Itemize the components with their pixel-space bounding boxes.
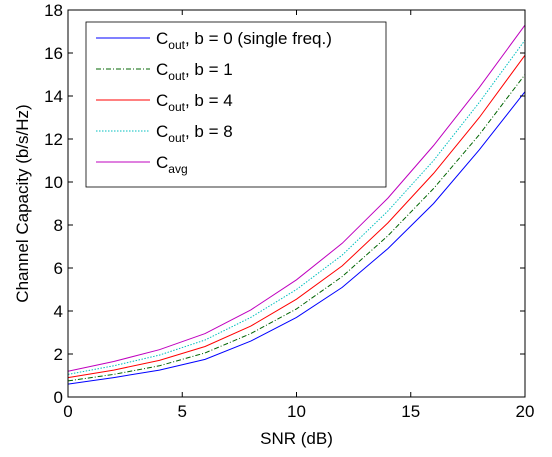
legend-box [85,21,387,188]
y-tick-label: 18 [44,1,63,20]
legend-label-1: Cout, b = 1 [156,60,233,83]
y-tick-label: 10 [44,173,63,192]
legend-label-4: Cavg [156,153,188,176]
x-tick-label: 15 [401,402,420,421]
y-axis-label: Channel Capacity (b/s/Hz) [13,104,32,302]
series-line-3 [67,39,526,375]
y-tick-label: 4 [54,302,63,321]
y-tick-label: 8 [54,216,63,235]
y-tick-label: 2 [54,345,63,364]
y-tick-label: 14 [44,87,63,106]
x-axis-label: SNR (dB) [260,429,333,448]
series-line-1 [67,74,526,382]
series-line-2 [67,54,526,379]
series-line-4 [67,24,526,372]
y-tick-label: 6 [54,259,63,278]
x-tick-label: 20 [516,402,535,421]
y-tick-label: 16 [44,44,63,63]
legend-label-0: Cout, b = 0 (single freq.) [156,29,332,52]
series-layer [67,24,526,385]
ticks-layer: 0 5 10 15 20 0 2 4 6 8 10 12 14 16 18 [44,1,534,421]
y-tick-label: 0 [54,388,63,407]
legend-label-2: Cout, b = 4 [156,91,233,114]
legend-label-3: Cout, b = 8 [156,122,233,145]
x-tick-label: 5 [178,402,187,421]
y-tick-label: 12 [44,130,63,149]
x-tick-label: 10 [287,402,306,421]
series-line-0 [67,91,526,385]
legend: Cout, b = 0 (single freq.) Cout, b = 1 Cou… [85,21,387,188]
x-tick-label: 0 [63,402,72,421]
